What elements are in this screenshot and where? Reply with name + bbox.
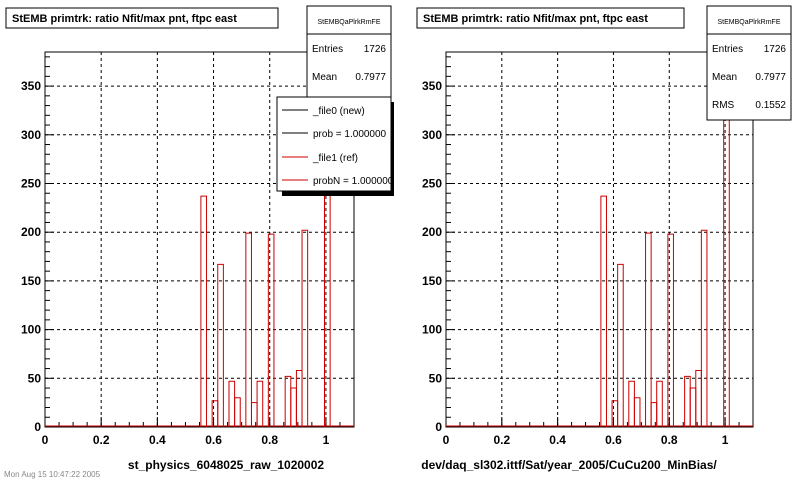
right-title: StEMB primtrk: ratio Nfit/max pnt, ftpc … xyxy=(423,13,648,25)
right-title-box xyxy=(416,7,685,29)
right-x-tick-label: 0.8 xyxy=(661,433,678,447)
right-histogram-bar xyxy=(656,380,663,427)
left-title-box xyxy=(5,7,279,29)
legend-entry-probN: probN = 1.000000 xyxy=(313,176,394,187)
left-stats-box: StEMBQaPlrkRmFE Entries 1726 Mean 0.7977 xyxy=(306,5,392,105)
left-histogram-bar xyxy=(217,263,224,427)
left-x-tick-label: 0.8 xyxy=(261,433,278,447)
left-histogram-bar xyxy=(256,380,264,427)
left-y-tick-label: 50 xyxy=(28,371,42,385)
right-histogram-bar xyxy=(700,229,708,427)
left-legend: _file0 (new) prob = 1.000000 _file1 (ref… xyxy=(276,96,394,196)
left-x-axis-label: st_physics_6048025_raw_1020002 xyxy=(128,458,324,472)
left-histogram-bar xyxy=(234,397,241,427)
right-x-tick-label: 0.6 xyxy=(605,433,622,447)
left-histogram-bar xyxy=(267,233,275,427)
right-stats-entries-value: 1726 xyxy=(764,44,787,55)
right-stats-rms-value: 0.1552 xyxy=(755,100,786,111)
left-panel: StEMB primtrk: ratio Nfit/max pnt, ftpc … xyxy=(5,5,394,472)
left-x-tick-label: 0 xyxy=(42,433,49,447)
right-stats-name: StEMBQaPlrkRmFE xyxy=(717,19,780,26)
right-stats-entries-label: Entries xyxy=(712,44,743,55)
right-x-tick-label: 1 xyxy=(722,433,729,447)
right-histogram-bar xyxy=(633,397,641,427)
legend-box xyxy=(276,96,392,192)
right-y-tick-label: 50 xyxy=(429,371,443,385)
left-stats-entries-label: Entries xyxy=(312,44,343,55)
right-y-tick-label: 250 xyxy=(422,176,442,190)
right-x-tick-label: 0 xyxy=(443,433,450,447)
right-stats-box: StEMBQaPlrkRmFE Entries 1726 Mean 0.7977… xyxy=(706,5,792,121)
right-plot: 0 0.2 0.4 0.6 0.8 1 0 50 100 150 200 250 300 350 xyxy=(422,51,754,447)
left-y-tick-label: 250 xyxy=(21,176,41,190)
right-y-tick-label: 150 xyxy=(422,274,442,288)
right-y-tick-label: 300 xyxy=(422,128,442,142)
right-histogram-bar xyxy=(617,263,624,427)
left-y-tick-label: 150 xyxy=(21,274,41,288)
left-histogram-bar xyxy=(301,229,309,427)
legend-entry-ref: _file1 (ref) xyxy=(312,153,358,164)
left-stats-entries-value: 1726 xyxy=(364,44,387,55)
right-y-tick-label: 0 xyxy=(435,420,442,434)
left-x-tick-label: 0.4 xyxy=(149,433,166,447)
right-stats-mean-value: 0.7977 xyxy=(755,72,786,83)
left-y-tick-label: 0 xyxy=(34,420,41,434)
right-x-tick-label: 0.4 xyxy=(549,433,566,447)
right-histogram-bar xyxy=(600,195,607,427)
footer-timestamp: Mon Aug 15 10:47:22 2005 xyxy=(4,470,101,479)
right-y-tick-label: 200 xyxy=(422,225,442,239)
right-panel: StEMB primtrk: ratio Nfit/max pnt, ftpc … xyxy=(416,5,792,472)
right-histogram-bar xyxy=(645,232,652,427)
left-y-tick-label: 350 xyxy=(21,79,41,93)
left-y-tick-label: 300 xyxy=(21,128,41,142)
left-y-tick-label: 200 xyxy=(21,225,41,239)
left-x-tick-label: 0.2 xyxy=(93,433,110,447)
legend-entry-new: _file0 (new) xyxy=(312,106,365,117)
left-histogram-bar xyxy=(200,195,208,427)
right-stats-rms-label: RMS xyxy=(712,100,735,111)
left-stats-name: StEMBQaPlrkRmFE xyxy=(317,19,380,26)
right-x-axis-label: dev/daq_sl302.ittf/Sat/year_2005/CuCu200… xyxy=(421,458,717,472)
right-y-tick-label: 350 xyxy=(422,79,442,93)
left-title: StEMB primtrk: ratio Nfit/max pnt, ftpc … xyxy=(12,13,237,25)
left-histogram-bar xyxy=(245,232,252,427)
right-x-tick-label: 0.2 xyxy=(493,433,510,447)
right-histogram-bar xyxy=(667,233,674,427)
left-x-tick-label: 0.6 xyxy=(205,433,222,447)
left-stats-mean-value: 0.7977 xyxy=(355,72,386,83)
left-y-tick-label: 100 xyxy=(21,323,41,337)
left-stats-mean-label: Mean xyxy=(312,72,337,83)
right-stats-mean-label: Mean xyxy=(712,72,737,83)
left-x-tick-label: 1 xyxy=(323,433,330,447)
right-y-tick-label: 100 xyxy=(422,323,442,337)
legend-entry-prob: prob = 1.000000 xyxy=(313,129,387,140)
